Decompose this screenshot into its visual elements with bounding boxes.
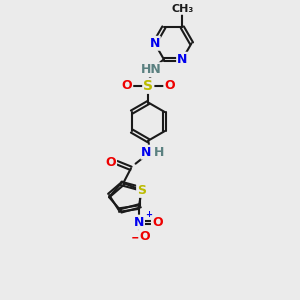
Text: N: N — [177, 53, 188, 66]
Text: S: S — [143, 79, 153, 93]
Text: N: N — [134, 216, 144, 229]
Text: N: N — [141, 146, 152, 159]
Text: H: H — [154, 146, 164, 159]
Text: N: N — [149, 37, 160, 50]
Text: O: O — [106, 156, 116, 169]
Text: CH₃: CH₃ — [171, 4, 194, 14]
Text: S: S — [137, 184, 146, 197]
Text: O: O — [164, 79, 175, 92]
Text: O: O — [152, 216, 163, 229]
Text: O: O — [122, 79, 132, 92]
Text: HN: HN — [141, 63, 161, 76]
Text: O: O — [139, 230, 150, 242]
Text: +: + — [145, 210, 152, 219]
Text: −: − — [131, 231, 141, 244]
